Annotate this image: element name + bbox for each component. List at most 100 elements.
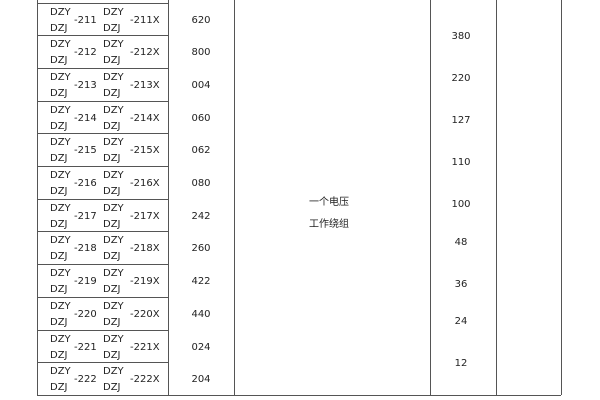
model-number-x: -216X — [130, 178, 160, 189]
model-number-x: -214X — [130, 112, 160, 124]
model-prefix-top: DZY — [50, 268, 71, 280]
model-prefix-top: DZY — [103, 300, 124, 312]
model-prefix-bottom: DZJ — [50, 55, 68, 67]
voltage-value: 127 — [451, 115, 471, 126]
model-prefix-bottom: DZJ — [103, 55, 121, 67]
model-number-x: -218X — [130, 243, 160, 255]
row-divider — [37, 100, 168, 102]
model-prefix-top: DZY — [103, 6, 124, 18]
model-prefix-top: DZY — [103, 235, 124, 247]
model-prefix-top: DZY — [103, 39, 124, 51]
model-prefix-top: DZY — [50, 202, 71, 214]
model-prefix-top: DZY — [50, 235, 71, 247]
model-prefix-top: DZY — [50, 6, 71, 18]
model-number-x: -222X — [130, 374, 160, 386]
model-prefix-bottom: DZJ — [50, 349, 68, 361]
table-cell-value: 062 — [191, 145, 211, 157]
column-divider — [168, 0, 169, 395]
model-prefix-bottom: DZJ — [103, 382, 121, 394]
table-cell-value: 024 — [191, 341, 211, 353]
voltage-value: 24 — [454, 316, 468, 327]
model-prefix-bottom: DZJ — [103, 120, 121, 132]
model-prefix-bottom: DZJ — [50, 120, 68, 132]
model-prefix-top: DZY — [103, 71, 124, 83]
row-divider — [37, 362, 168, 364]
model-prefix-top: DZY — [50, 333, 71, 345]
table-cell-value: 260 — [191, 243, 211, 255]
table-cell-value: 422 — [191, 276, 211, 288]
table-cell-value: 204 — [191, 374, 211, 386]
model-number-x: -212X — [130, 47, 160, 59]
voltage-value: 100 — [451, 199, 471, 210]
model-prefix-top: DZY — [50, 104, 71, 116]
model-number: -213 — [74, 79, 97, 91]
model-number: -214 — [74, 112, 97, 124]
model-number: -221 — [74, 341, 97, 353]
model-prefix-bottom: DZJ — [103, 251, 121, 263]
row-divider — [37, 329, 168, 331]
model-prefix-bottom: DZJ — [50, 316, 68, 328]
model-prefix-bottom: DZJ — [50, 251, 68, 263]
model-prefix-top: DZY — [50, 137, 71, 149]
winding-label-line1: 一个电压 — [309, 197, 349, 208]
row-divider — [37, 231, 168, 233]
model-number: -215 — [74, 145, 97, 157]
model-prefix-bottom: DZJ — [50, 284, 68, 296]
voltage-value: 110 — [451, 157, 471, 168]
model-prefix-bottom: DZJ — [103, 87, 121, 99]
model-prefix-top: DZY — [103, 104, 124, 116]
model-prefix-top: DZY — [50, 71, 71, 83]
column-divider — [234, 0, 235, 395]
model-number-x: -221X — [130, 341, 160, 353]
voltage-value: 380 — [451, 31, 471, 42]
row-divider — [37, 198, 168, 200]
row-divider — [37, 133, 168, 135]
model-prefix-top: DZY — [50, 300, 71, 312]
model-prefix-top: DZY — [50, 39, 71, 51]
table-cell-value: 004 — [191, 79, 211, 91]
voltage-value: 36 — [454, 279, 468, 290]
row-divider — [37, 67, 168, 69]
column-divider — [496, 0, 497, 395]
table-cell-value: 620 — [191, 14, 211, 26]
model-number: -211 — [74, 14, 97, 26]
model-number: -212 — [74, 47, 97, 59]
column-divider — [430, 0, 431, 395]
model-prefix-top: DZY — [103, 137, 124, 149]
model-prefix-bottom: DZJ — [103, 153, 121, 165]
model-prefix-top: DZY — [50, 366, 71, 378]
model-prefix-bottom: DZJ — [103, 218, 121, 230]
row-divider — [37, 35, 168, 37]
model-prefix-top: DZY — [103, 268, 124, 280]
model-prefix-bottom: DZJ — [50, 153, 68, 165]
table-cell-value: 242 — [191, 210, 211, 222]
row-divider — [37, 166, 168, 167]
table-border-left — [37, 0, 38, 395]
model-prefix-bottom: DZJ — [50, 382, 68, 394]
model-prefix-top: DZY — [103, 333, 124, 345]
voltage-value: 12 — [454, 358, 468, 369]
model-number: -219 — [74, 276, 97, 288]
voltage-value: 220 — [451, 73, 471, 84]
row-divider — [37, 296, 168, 298]
table-cell-value: 800 — [191, 47, 211, 59]
table-cell-value: 080 — [191, 178, 211, 189]
model-number-x: -213X — [130, 79, 160, 91]
model-number-x: -220X — [130, 308, 160, 320]
model-prefix-top: DZY — [103, 366, 124, 378]
model-prefix-bottom: DZJ — [103, 316, 121, 328]
model-number-x: -219X — [130, 276, 160, 288]
model-prefix-bottom: DZJ — [103, 22, 121, 34]
model-prefix-bottom: DZJ — [50, 22, 68, 34]
model-prefix-bottom: DZJ — [103, 284, 121, 296]
row-divider — [37, 2, 168, 4]
table-cell-value: 440 — [191, 308, 211, 320]
model-prefix-bottom: DZJ — [103, 186, 121, 197]
model-number: -217 — [74, 210, 97, 222]
model-number: -222 — [74, 374, 97, 386]
voltage-value: 48 — [454, 237, 468, 248]
table-cell-value: 060 — [191, 112, 211, 124]
model-prefix-bottom: DZJ — [50, 218, 68, 230]
model-number: -220 — [74, 308, 97, 320]
model-prefix-bottom: DZJ — [103, 349, 121, 361]
